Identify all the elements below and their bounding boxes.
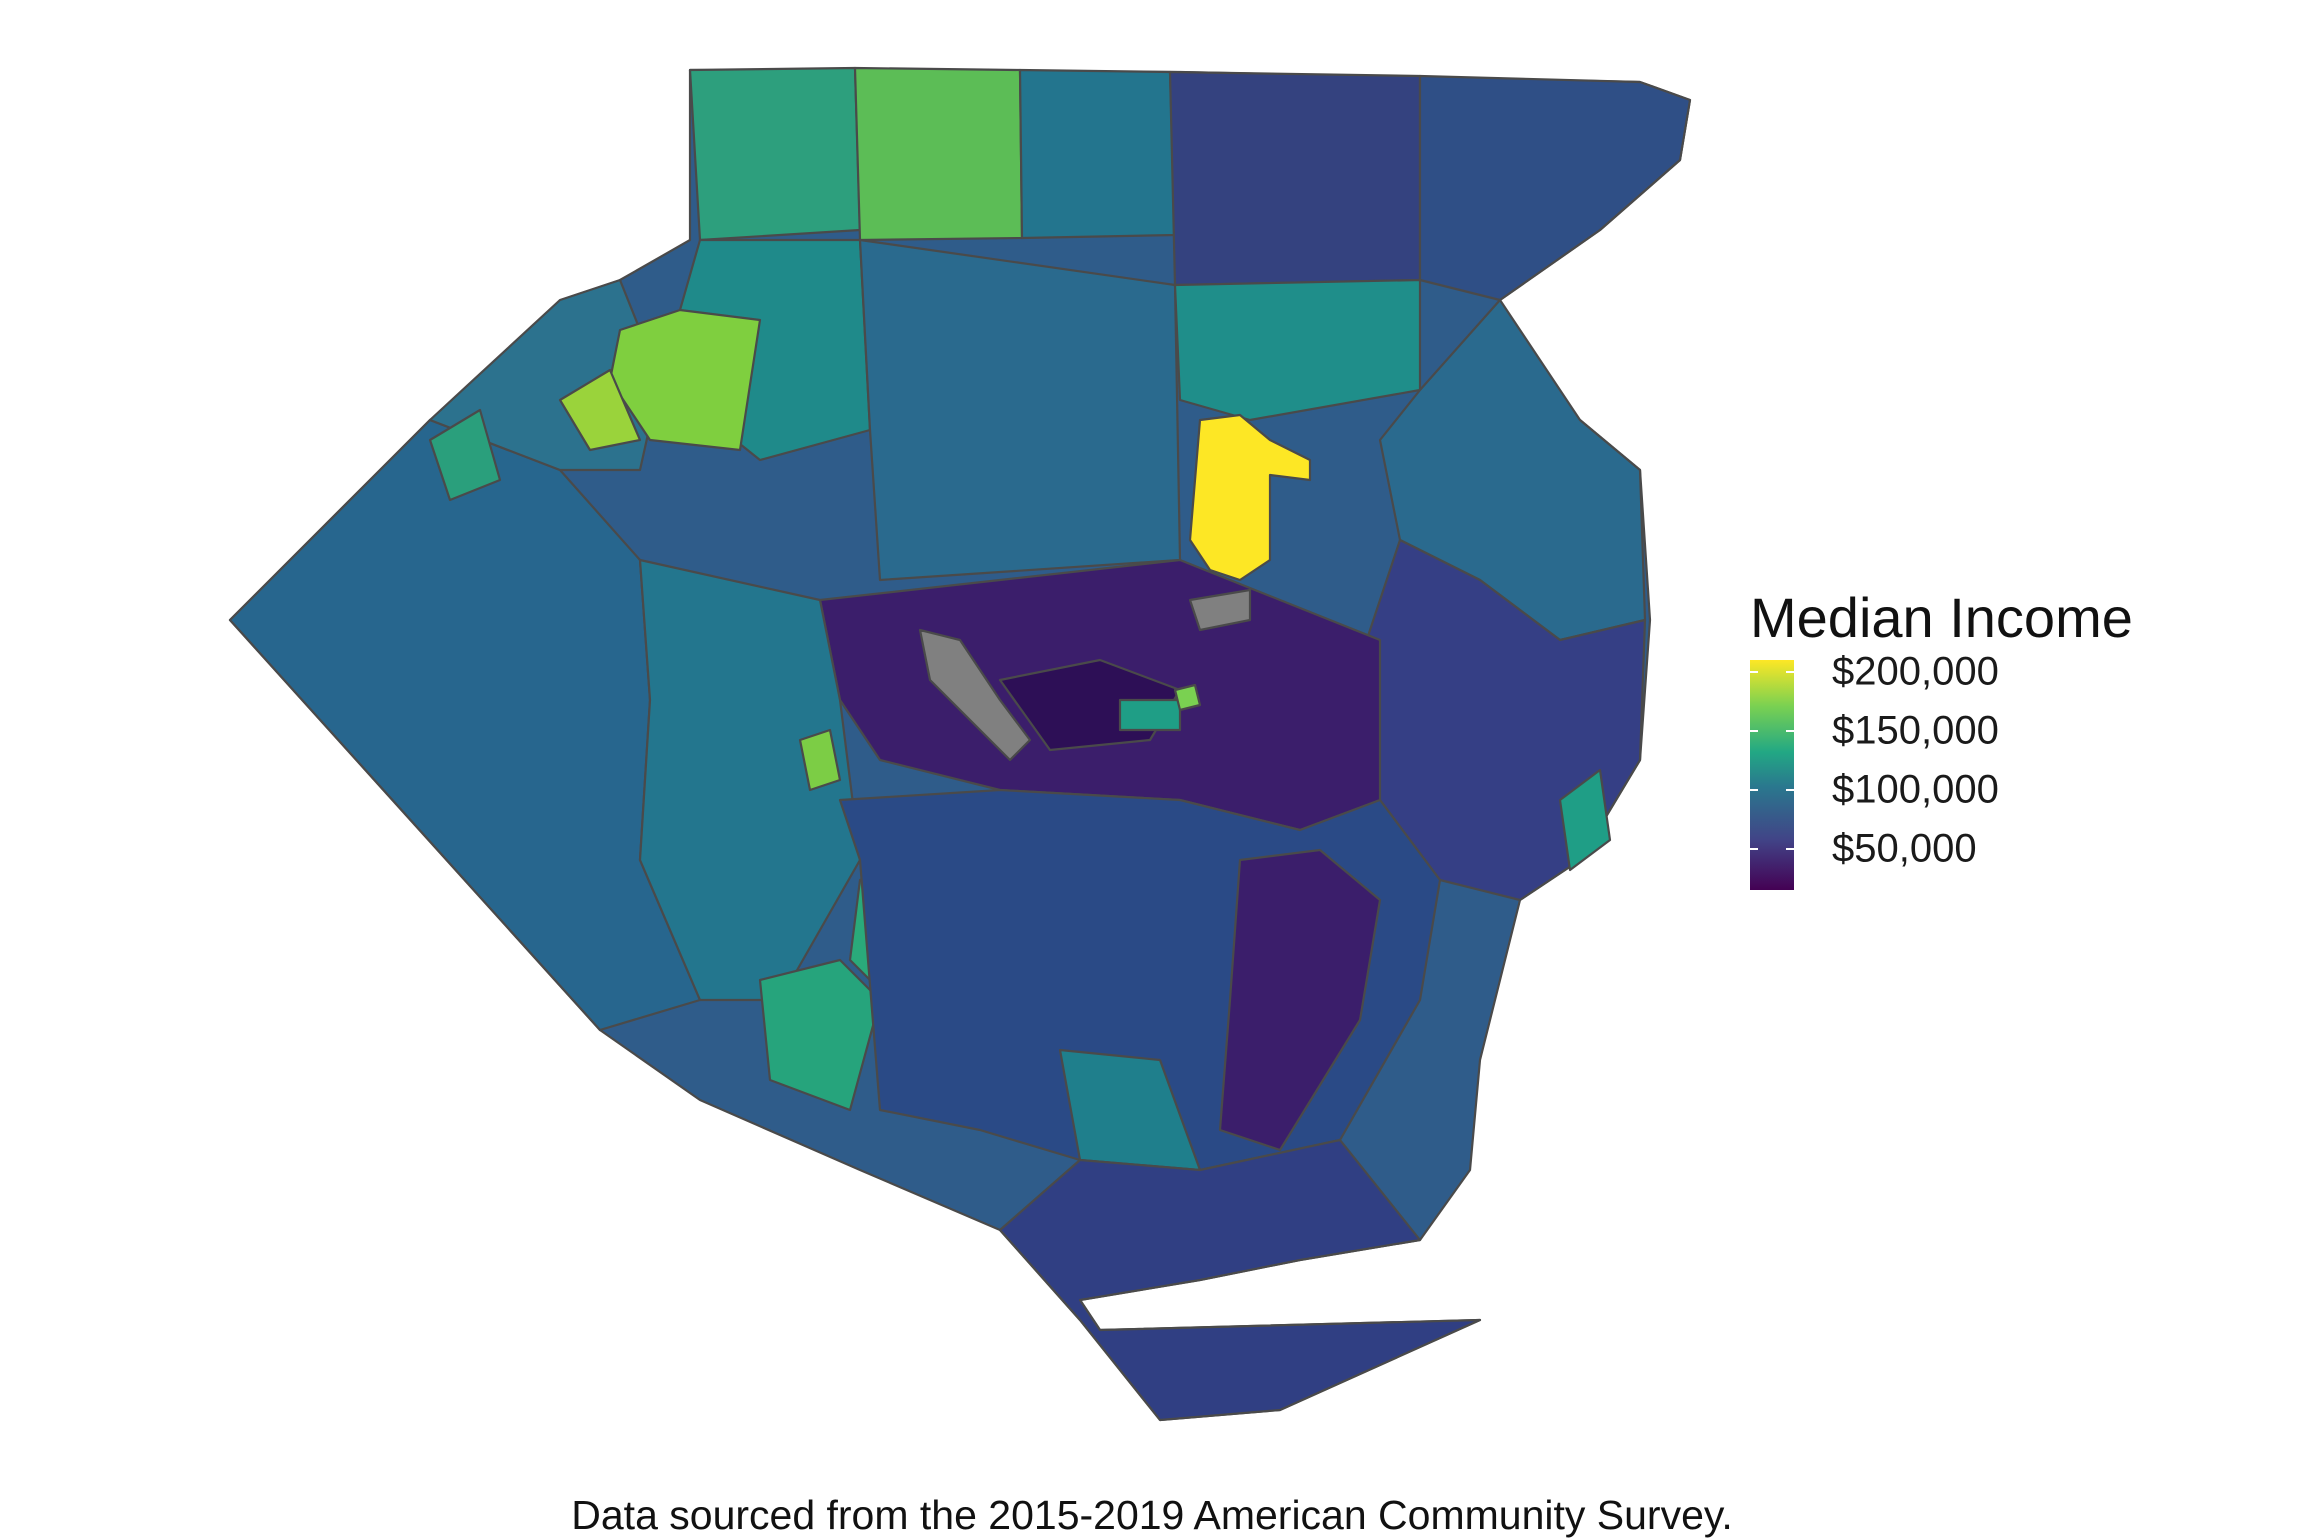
tract-highest-income	[1188, 413, 1312, 582]
tract-sw-green-2	[758, 958, 882, 1112]
tract-south-dark	[1218, 848, 1382, 1152]
tract-green-small	[428, 408, 502, 502]
tract-river-no-data	[918, 628, 1032, 762]
legend: Median Income $200,000 $150,000 $100,000 $5…	[1750, 585, 2133, 890]
tract-north-green-1	[688, 66, 862, 242]
legend-tick-label: $100,000	[1832, 767, 1999, 812]
tract-north-blue	[1168, 70, 1422, 287]
legend-tick-label: $50,000	[1832, 826, 1977, 871]
tract-central-north	[858, 238, 1182, 582]
tract-sw-green	[798, 728, 842, 792]
tract-southeast-tail	[998, 1138, 1482, 1422]
tract-lime-2	[558, 368, 642, 452]
tract-lime-urban	[1173, 683, 1202, 712]
legend-colorbar	[1750, 660, 1794, 890]
legend-title: Median Income	[1750, 586, 2133, 649]
tract-ne-teal	[1173, 278, 1422, 422]
legend-tick-label: $200,000	[1832, 649, 1999, 694]
tract-north-teal	[1018, 68, 1177, 240]
legend-tick-label: $150,000	[1832, 708, 1999, 753]
tract-northeast	[1418, 74, 1692, 302]
map-caption: Data sourced from the 2015-2019 American…	[571, 1492, 1733, 1538]
tract-green-urban	[1118, 698, 1182, 732]
tract-east-green	[1558, 768, 1612, 872]
legend-body: $200,000 $150,000 $100,000 $50,000	[1750, 649, 2133, 890]
tract-no-data-2	[1188, 588, 1252, 632]
tract-north-green-2	[853, 66, 1024, 242]
